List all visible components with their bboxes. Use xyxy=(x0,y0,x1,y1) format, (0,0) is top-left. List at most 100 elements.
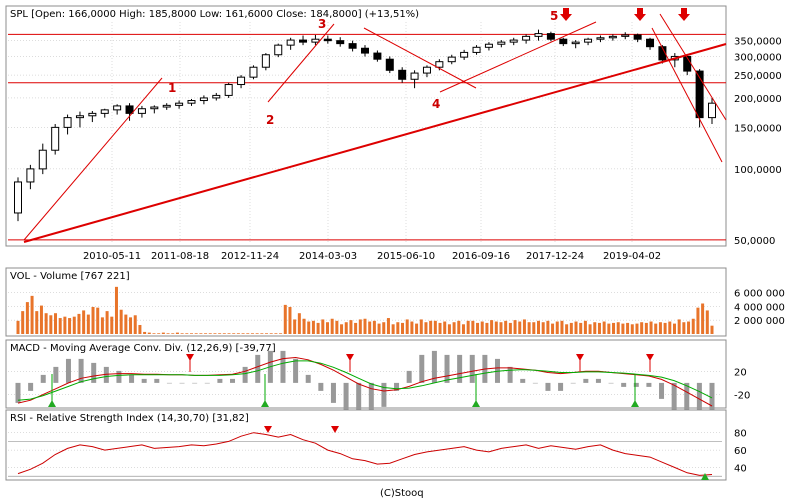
volume-bar xyxy=(658,322,662,334)
histogram-bar xyxy=(532,382,538,384)
volume-bar xyxy=(147,332,151,334)
volume-bar xyxy=(54,313,58,334)
candle-body xyxy=(385,58,394,71)
histogram-bar xyxy=(444,354,450,383)
volume-bar xyxy=(39,305,43,334)
volume-panel-title: VOL - Volume [767 221] xyxy=(10,271,130,282)
y-tick-label: 50,0000 xyxy=(734,236,775,247)
candle-body xyxy=(88,112,97,117)
volume-bar xyxy=(204,333,208,334)
histogram-bar xyxy=(204,382,210,384)
volume-bar xyxy=(354,322,358,334)
volume-bar xyxy=(607,323,611,334)
volume-bar xyxy=(635,323,639,334)
y-tick-label: 150,0000 xyxy=(734,123,782,134)
volume-bar xyxy=(157,333,161,334)
volume-bar xyxy=(494,321,498,334)
price-x-axis: 2010-05-11 2011-08-18 2012-11-24 2014-03-03… xyxy=(83,251,661,262)
volume-bar xyxy=(476,322,480,334)
volume-bar xyxy=(518,321,522,334)
volume-bar xyxy=(452,322,456,334)
down-arrows xyxy=(560,8,690,21)
volume-bar xyxy=(565,324,569,334)
volume-bar xyxy=(527,322,531,334)
rsi-signal-markers xyxy=(264,426,709,480)
volume-bar xyxy=(382,322,386,334)
x-tick-label: 2012-11-24 xyxy=(221,251,279,262)
wave-label: 1 xyxy=(168,81,176,95)
trendline xyxy=(363,27,477,89)
volume-bar xyxy=(457,320,461,334)
volume-bar xyxy=(25,302,29,334)
volume-bar xyxy=(574,321,578,334)
volume-bar xyxy=(461,324,465,334)
sell-triangle-icon xyxy=(576,354,584,361)
down-arrow-icon xyxy=(634,8,646,21)
volume-bar xyxy=(82,310,86,334)
histogram-bar xyxy=(545,382,551,391)
volume-bar xyxy=(283,304,287,334)
volume-bar xyxy=(16,320,20,334)
y-tick-label: 350,0000 xyxy=(734,37,782,48)
histogram-bar xyxy=(293,358,299,383)
volume-bar xyxy=(255,333,259,334)
histogram-bar xyxy=(179,382,185,384)
volume-bar xyxy=(471,320,475,334)
volume-bar xyxy=(546,320,550,334)
volume-bar xyxy=(208,333,212,334)
volume-bar xyxy=(180,333,184,334)
x-tick-label: 2014-03-03 xyxy=(299,251,357,262)
credit-text: (C)Stooq xyxy=(380,488,424,499)
sell-triangle-icon xyxy=(346,354,354,361)
candle-body xyxy=(274,44,283,56)
volume-bar xyxy=(105,311,109,334)
candle-body xyxy=(51,126,60,151)
histogram-bar xyxy=(684,382,690,427)
volume-bar xyxy=(344,322,348,334)
volume-bar xyxy=(687,321,691,334)
buy-triangle-icon xyxy=(48,400,56,407)
volume-bar xyxy=(616,322,620,334)
volume-bar xyxy=(358,319,362,334)
volume-bar xyxy=(410,321,414,334)
histogram-bar xyxy=(469,354,475,383)
volume-bar xyxy=(677,319,681,334)
buy-triangle-icon xyxy=(631,400,639,407)
wave-label: 2 xyxy=(266,113,274,127)
volume-bar xyxy=(513,320,517,334)
volume-bar xyxy=(429,320,433,334)
volume-bar xyxy=(537,320,540,334)
volume-bar xyxy=(190,333,193,334)
volume-bar xyxy=(419,319,423,334)
volume-bar xyxy=(569,322,573,334)
volume-bar xyxy=(701,303,705,334)
histogram-bar xyxy=(192,382,198,384)
volume-bar xyxy=(100,317,104,334)
histogram-bar xyxy=(457,354,463,383)
candle-body xyxy=(249,66,258,78)
trendline xyxy=(659,13,727,121)
volume-bar xyxy=(91,306,95,334)
histogram-bar xyxy=(671,382,677,415)
candle-body xyxy=(63,117,72,128)
volume-bar xyxy=(124,314,128,334)
volume-bar xyxy=(114,286,118,334)
candle-body xyxy=(695,70,704,119)
volume-bar xyxy=(480,321,484,334)
volume-bar xyxy=(668,321,672,334)
histogram-bar xyxy=(583,378,589,383)
candle-body xyxy=(162,104,171,108)
volume-bar xyxy=(232,333,236,334)
volume-bar xyxy=(372,320,376,334)
volume-bar xyxy=(175,332,179,334)
histogram-bar xyxy=(646,382,652,387)
y-tick-label: 40 xyxy=(734,464,747,475)
signal-line xyxy=(17,360,713,401)
volume-bar xyxy=(541,322,545,334)
y-tick-label: 2 000 000 xyxy=(734,316,785,327)
volume-bar xyxy=(438,322,442,334)
candle-body xyxy=(212,94,221,99)
x-tick-label: 2016-09-16 xyxy=(452,251,510,262)
volume-bar xyxy=(77,313,81,334)
volume-bar xyxy=(551,323,555,334)
